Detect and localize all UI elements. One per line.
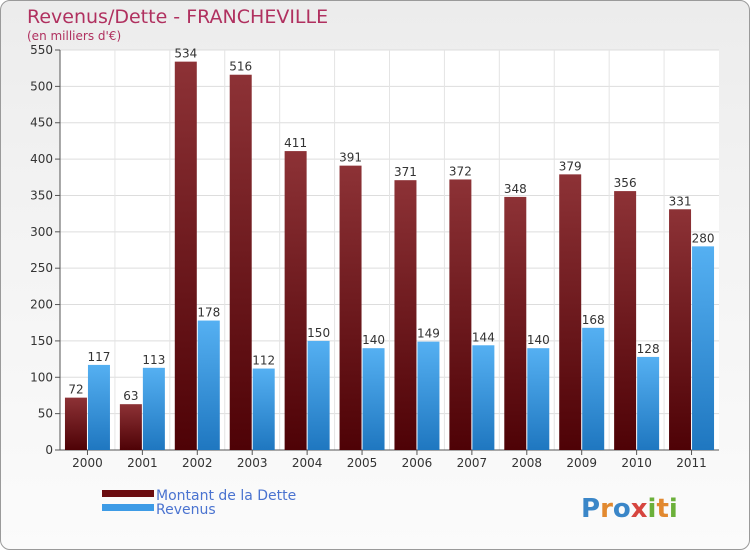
y-tick-label: 150	[30, 334, 53, 348]
bar-revenus	[87, 364, 110, 450]
bar-debt	[559, 174, 582, 450]
logo-letter-i: i	[648, 494, 657, 524]
value-label-revenus: 144	[472, 330, 495, 344]
bar-debt	[174, 61, 197, 451]
bar-debt	[339, 165, 362, 451]
bar-debt	[284, 151, 307, 450]
value-label-debt: 72	[68, 383, 83, 397]
legend-swatch-revenus	[102, 504, 154, 511]
x-tick-label: 2008	[512, 456, 543, 470]
value-label-debt: 63	[123, 389, 138, 403]
bar-debt	[449, 179, 472, 451]
value-label-revenus: 113	[142, 353, 165, 367]
value-label-debt: 331	[669, 194, 692, 208]
value-label-debt: 371	[394, 165, 417, 179]
logo-letter-o: o	[613, 494, 631, 524]
bar-revenus	[637, 356, 660, 450]
x-tick-label: 2001	[127, 456, 158, 470]
data-labels: 72 117 63 113 534 178 516 112 411 150 391 140 371 149…	[68, 47, 714, 404]
logo-letter-t: t	[656, 494, 668, 524]
y-tick-label: 550	[30, 43, 53, 57]
x-tick-label: 2006	[402, 456, 433, 470]
x-tick-label: 2000	[72, 456, 103, 470]
x-tick-label: 2002	[182, 456, 213, 470]
x-tick-label: 2009	[566, 456, 597, 470]
bar-revenus	[417, 341, 440, 450]
x-tick-label: 2011	[676, 456, 707, 470]
y-tick-label: 450	[30, 116, 53, 130]
bar-revenus	[307, 340, 330, 450]
value-label-revenus: 168	[582, 313, 605, 327]
logo-letter-i-2: i	[669, 494, 678, 524]
bar-revenus	[582, 327, 605, 450]
chart-title: Revenus/Dette - FRANCHEVILLE	[27, 6, 328, 28]
y-tick-label: 100	[30, 370, 53, 384]
value-label-debt: 516	[229, 60, 252, 74]
legend-label-debt: Montant de la Dette	[156, 488, 296, 504]
bar-debt	[119, 404, 142, 450]
bar-revenus	[142, 367, 165, 450]
value-label-revenus: 150	[307, 326, 330, 340]
bar-debt	[504, 196, 527, 450]
x-tick-label: 2007	[457, 456, 488, 470]
value-label-debt: 534	[174, 47, 197, 61]
y-tick-label: 200	[30, 298, 53, 312]
y-tick-label: 50	[38, 407, 53, 421]
logo-letter-x: x	[631, 494, 648, 524]
value-label-debt: 391	[339, 151, 362, 165]
bar-debt	[229, 74, 252, 451]
value-label-debt: 356	[614, 176, 637, 190]
y-tick-label: 350	[30, 188, 53, 202]
bar-revenus	[472, 345, 495, 450]
x-tick-label: 2004	[292, 456, 323, 470]
y-tick-label: 300	[30, 225, 53, 239]
bar-revenus	[692, 246, 715, 450]
bar-revenus	[252, 368, 275, 450]
value-label-revenus: 140	[362, 333, 385, 347]
value-label-revenus: 280	[692, 231, 715, 245]
bar-debt	[64, 397, 87, 450]
value-label-revenus: 112	[252, 354, 275, 368]
value-label-revenus: 128	[637, 342, 660, 356]
value-label-revenus: 178	[197, 306, 220, 320]
value-label-revenus: 140	[527, 333, 550, 347]
axes: 0 50 100 150 200 250 300 350 400 450 500 550 2000 200…	[30, 43, 719, 470]
y-tick-label: 0	[45, 443, 53, 457]
legend: Montant de la Dette Revenus	[102, 488, 296, 518]
bars	[64, 61, 715, 451]
legend-swatch-debt	[102, 490, 154, 497]
chart-subtitle: (en milliers d'€)	[27, 29, 121, 43]
bar-revenus	[197, 320, 220, 450]
bar-debt	[669, 209, 692, 450]
value-label-revenus: 149	[417, 327, 440, 341]
value-label-revenus: 117	[88, 350, 111, 364]
logo-letter-r: r	[600, 494, 613, 524]
x-tick-label: 2005	[347, 456, 378, 470]
value-label-debt: 372	[449, 164, 472, 178]
gridlines	[60, 49, 719, 450]
x-tick-label: 2003	[237, 456, 268, 470]
y-tick-label: 250	[30, 261, 53, 275]
y-tick-label: 500	[30, 79, 53, 93]
bar-revenus	[362, 348, 385, 450]
value-label-debt: 379	[559, 159, 582, 173]
logo-letter-p: P	[581, 494, 600, 524]
legend-label-revenus: Revenus	[156, 502, 216, 518]
x-tick-label: 2010	[621, 456, 652, 470]
y-tick-label: 400	[30, 152, 53, 166]
value-label-debt: 348	[504, 182, 527, 196]
proxiti-logo: Proxiti	[581, 494, 678, 524]
bar-debt	[614, 191, 637, 450]
bar-debt	[394, 180, 417, 450]
value-label-debt: 411	[284, 136, 307, 150]
bar-revenus	[527, 348, 550, 450]
